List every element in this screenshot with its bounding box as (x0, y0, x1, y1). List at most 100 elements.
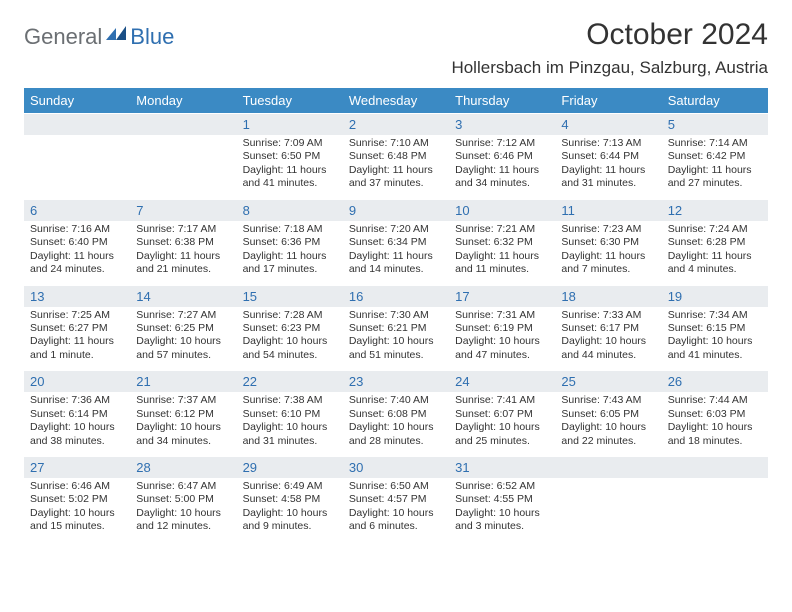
detail-line: and 6 minutes. (349, 520, 443, 533)
day-number-12: 12 (662, 199, 768, 221)
detail-line: Daylight: 10 hours (30, 507, 124, 520)
detail-line: and 4 minutes. (668, 263, 762, 276)
detail-line: Daylight: 11 hours (30, 335, 124, 348)
detail-line: Sunset: 5:02 PM (30, 493, 124, 506)
detail-line: Sunset: 6:32 PM (455, 236, 549, 249)
logo-mark-icon (106, 26, 128, 42)
day-number-15: 15 (237, 285, 343, 307)
detail-line: Daylight: 11 hours (349, 164, 443, 177)
day-number-24: 24 (449, 370, 555, 392)
day-detail-10: Sunrise: 7:21 AMSunset: 6:32 PMDaylight:… (449, 221, 555, 285)
day-number-28: 28 (130, 456, 236, 478)
weekday-wednesday: Wednesday (343, 88, 449, 113)
detail-line: Sunset: 6:38 PM (136, 236, 230, 249)
detail-line: Daylight: 11 hours (30, 250, 124, 263)
day-number-29: 29 (237, 456, 343, 478)
detail-line: Daylight: 10 hours (136, 335, 230, 348)
week-4-details: Sunrise: 6:46 AMSunset: 5:02 PMDaylight:… (24, 478, 768, 542)
detail-line: and 17 minutes. (243, 263, 337, 276)
detail-line: Sunset: 6:10 PM (243, 408, 337, 421)
detail-line: Sunset: 6:27 PM (30, 322, 124, 335)
detail-line: Sunrise: 7:27 AM (136, 309, 230, 322)
logo-text-general: General (24, 24, 102, 50)
detail-line: Daylight: 10 hours (455, 421, 549, 434)
day-detail-30: Sunrise: 6:50 AMSunset: 4:57 PMDaylight:… (343, 478, 449, 542)
week-0-numbers: 12345 (24, 113, 768, 135)
detail-line: Sunrise: 7:41 AM (455, 394, 549, 407)
day-number-7: 7 (130, 199, 236, 221)
detail-line: Sunrise: 7:38 AM (243, 394, 337, 407)
detail-line: Sunset: 6:48 PM (349, 150, 443, 163)
detail-line: Sunset: 4:58 PM (243, 493, 337, 506)
day-detail-26: Sunrise: 7:44 AMSunset: 6:03 PMDaylight:… (662, 392, 768, 456)
detail-line: Daylight: 10 hours (561, 335, 655, 348)
day-detail-2: Sunrise: 7:10 AMSunset: 6:48 PMDaylight:… (343, 135, 449, 199)
detail-line: Sunrise: 7:44 AM (668, 394, 762, 407)
detail-line: Daylight: 11 hours (455, 164, 549, 177)
detail-line: and 22 minutes. (561, 435, 655, 448)
detail-line: Sunset: 4:55 PM (455, 493, 549, 506)
day-detail-29: Sunrise: 6:49 AMSunset: 4:58 PMDaylight:… (237, 478, 343, 542)
day-detail-18: Sunrise: 7:33 AMSunset: 6:17 PMDaylight:… (555, 307, 661, 371)
detail-line: Daylight: 11 hours (349, 250, 443, 263)
detail-line: Daylight: 10 hours (136, 421, 230, 434)
day-detail-empty (24, 135, 130, 199)
detail-line: and 7 minutes. (561, 263, 655, 276)
detail-line: Sunrise: 7:21 AM (455, 223, 549, 236)
day-detail-24: Sunrise: 7:41 AMSunset: 6:07 PMDaylight:… (449, 392, 555, 456)
detail-line: Sunrise: 7:13 AM (561, 137, 655, 150)
detail-line: Daylight: 11 hours (561, 250, 655, 263)
weekday-friday: Friday (555, 88, 661, 113)
day-number-5: 5 (662, 113, 768, 135)
day-empty (662, 456, 768, 478)
detail-line: Daylight: 10 hours (455, 335, 549, 348)
weeks-container: 12345Sunrise: 7:09 AMSunset: 6:50 PMDayl… (24, 113, 768, 542)
day-number-8: 8 (237, 199, 343, 221)
detail-line: Sunset: 6:36 PM (243, 236, 337, 249)
detail-line: Sunrise: 7:30 AM (349, 309, 443, 322)
detail-line: Sunset: 4:57 PM (349, 493, 443, 506)
detail-line: Sunrise: 6:47 AM (136, 480, 230, 493)
detail-line: Daylight: 11 hours (561, 164, 655, 177)
week-3-numbers: 20212223242526 (24, 370, 768, 392)
detail-line: Daylight: 10 hours (243, 507, 337, 520)
detail-line: Daylight: 10 hours (243, 335, 337, 348)
day-detail-11: Sunrise: 7:23 AMSunset: 6:30 PMDaylight:… (555, 221, 661, 285)
day-detail-20: Sunrise: 7:36 AMSunset: 6:14 PMDaylight:… (24, 392, 130, 456)
detail-line: Sunrise: 7:10 AM (349, 137, 443, 150)
detail-line: Daylight: 10 hours (668, 421, 762, 434)
day-empty (24, 113, 130, 135)
detail-line: and 11 minutes. (455, 263, 549, 276)
detail-line: Daylight: 11 hours (668, 250, 762, 263)
detail-line: and 12 minutes. (136, 520, 230, 533)
day-number-19: 19 (662, 285, 768, 307)
month-title: October 2024 (451, 18, 768, 52)
detail-line: and 41 minutes. (668, 349, 762, 362)
detail-line: Sunset: 6:21 PM (349, 322, 443, 335)
day-number-6: 6 (24, 199, 130, 221)
day-detail-31: Sunrise: 6:52 AMSunset: 4:55 PMDaylight:… (449, 478, 555, 542)
detail-line: Sunrise: 7:23 AM (561, 223, 655, 236)
detail-line: Daylight: 11 hours (243, 164, 337, 177)
weekday-monday: Monday (130, 88, 236, 113)
detail-line: Sunset: 6:03 PM (668, 408, 762, 421)
detail-line: and 47 minutes. (455, 349, 549, 362)
day-detail-22: Sunrise: 7:38 AMSunset: 6:10 PMDaylight:… (237, 392, 343, 456)
day-detail-3: Sunrise: 7:12 AMSunset: 6:46 PMDaylight:… (449, 135, 555, 199)
detail-line: Daylight: 11 hours (455, 250, 549, 263)
week-2-numbers: 13141516171819 (24, 285, 768, 307)
day-detail-23: Sunrise: 7:40 AMSunset: 6:08 PMDaylight:… (343, 392, 449, 456)
day-detail-16: Sunrise: 7:30 AMSunset: 6:21 PMDaylight:… (343, 307, 449, 371)
detail-line: Sunrise: 7:25 AM (30, 309, 124, 322)
day-empty (130, 113, 236, 135)
detail-line: Daylight: 11 hours (136, 250, 230, 263)
day-number-27: 27 (24, 456, 130, 478)
day-number-2: 2 (343, 113, 449, 135)
logo: General Blue (24, 18, 174, 50)
detail-line: Sunrise: 7:20 AM (349, 223, 443, 236)
day-detail-empty (130, 135, 236, 199)
detail-line: Daylight: 10 hours (30, 421, 124, 434)
detail-line: Sunrise: 7:36 AM (30, 394, 124, 407)
week-4-numbers: 2728293031 (24, 456, 768, 478)
detail-line: and 3 minutes. (455, 520, 549, 533)
